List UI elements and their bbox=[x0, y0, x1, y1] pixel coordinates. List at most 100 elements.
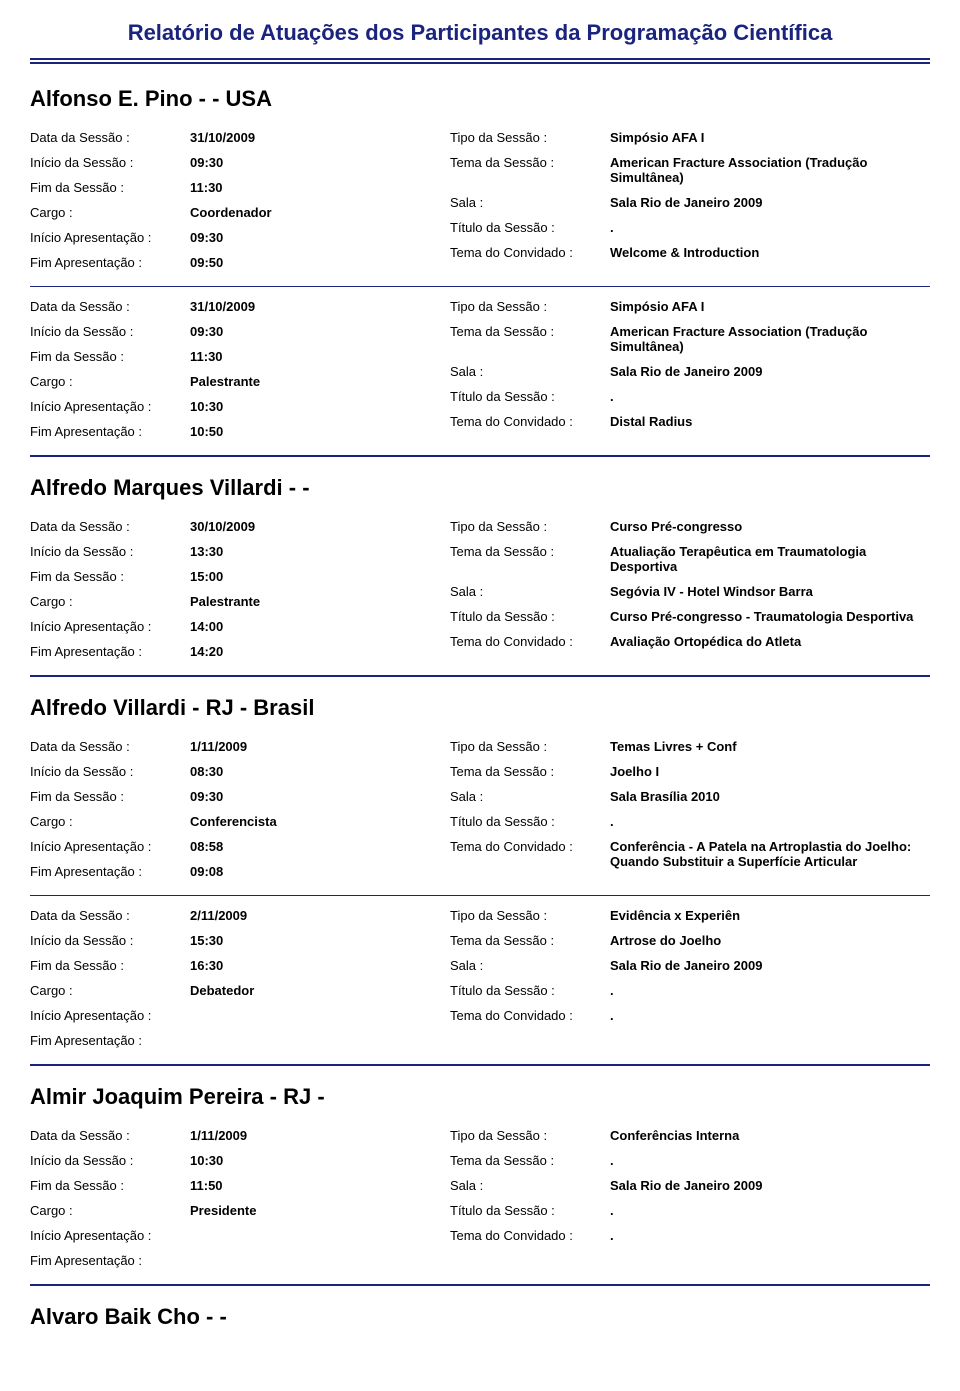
field-value: 30/10/2009 bbox=[190, 519, 430, 534]
field-value: 09:08 bbox=[190, 864, 430, 879]
field-value: 08:30 bbox=[190, 764, 430, 779]
field-value: Sala Rio de Janeiro 2009 bbox=[610, 195, 930, 210]
field-value: 09:30 bbox=[190, 230, 430, 245]
field-label: Início da Sessão : bbox=[30, 1153, 190, 1168]
session-separator bbox=[30, 895, 930, 896]
session-block: Data da Sessão :1/11/2009Início da Sessã… bbox=[30, 739, 930, 879]
field-label: Fim Apresentação : bbox=[30, 864, 190, 879]
participant-separator bbox=[30, 1064, 930, 1066]
session-separator bbox=[30, 286, 930, 287]
session-block: Data da Sessão :2/11/2009Início da Sessã… bbox=[30, 908, 930, 1048]
field-label: Fim Apresentação : bbox=[30, 644, 190, 659]
participant-name: Alvaro Baik Cho - - bbox=[30, 1304, 930, 1330]
session-block: Data da Sessão :1/11/2009Início da Sessã… bbox=[30, 1128, 930, 1268]
field-label: Cargo : bbox=[30, 205, 190, 220]
field-value: 13:30 bbox=[190, 544, 430, 559]
field-label: Data da Sessão : bbox=[30, 299, 190, 314]
field-value: Simpósio AFA I bbox=[610, 130, 930, 145]
field-label: Cargo : bbox=[30, 983, 190, 998]
field-label: Fim Apresentação : bbox=[30, 1033, 190, 1048]
field-label: Título da Sessão : bbox=[450, 220, 610, 235]
field-label: Fim da Sessão : bbox=[30, 789, 190, 804]
field-value: 09:30 bbox=[190, 324, 430, 339]
field-label: Tema do Convidado : bbox=[450, 1008, 610, 1023]
field-value: Atualiação Terapêutica em Traumatologia … bbox=[610, 544, 930, 574]
field-label: Tema da Sessão : bbox=[450, 764, 610, 779]
field-value: Distal Radius bbox=[610, 414, 930, 429]
field-value: Segóvia IV - Hotel Windsor Barra bbox=[610, 584, 930, 599]
field-label: Início Apresentação : bbox=[30, 619, 190, 634]
field-label: Sala : bbox=[450, 1178, 610, 1193]
field-label: Fim Apresentação : bbox=[30, 1253, 190, 1268]
field-value: Welcome & Introduction bbox=[610, 245, 930, 260]
field-label: Data da Sessão : bbox=[30, 739, 190, 754]
field-label: Cargo : bbox=[30, 814, 190, 829]
field-value bbox=[190, 1253, 430, 1268]
field-value: Sala Rio de Janeiro 2009 bbox=[610, 1178, 930, 1193]
field-value: Sala Rio de Janeiro 2009 bbox=[610, 958, 930, 973]
field-value: . bbox=[610, 1153, 930, 1168]
field-value: Sala Brasília 2010 bbox=[610, 789, 930, 804]
field-label: Tipo da Sessão : bbox=[450, 739, 610, 754]
field-value: 16:30 bbox=[190, 958, 430, 973]
field-value: Joelho I bbox=[610, 764, 930, 779]
field-label: Tema da Sessão : bbox=[450, 544, 610, 574]
field-value: 11:30 bbox=[190, 180, 430, 195]
field-value: Simpósio AFA I bbox=[610, 299, 930, 314]
field-value: Artrose do Joelho bbox=[610, 933, 930, 948]
field-label: Início da Sessão : bbox=[30, 324, 190, 339]
field-label: Tema do Convidado : bbox=[450, 245, 610, 260]
field-value: Presidente bbox=[190, 1203, 430, 1218]
field-value: Conferência - A Patela na Artroplastia d… bbox=[610, 839, 930, 869]
field-value: 10:30 bbox=[190, 1153, 430, 1168]
field-value: Avaliação Ortopédica do Atleta bbox=[610, 634, 930, 649]
participant-separator bbox=[30, 675, 930, 677]
field-value: 11:30 bbox=[190, 349, 430, 364]
field-value: 14:00 bbox=[190, 619, 430, 634]
field-value: Sala Rio de Janeiro 2009 bbox=[610, 364, 930, 379]
field-label: Tipo da Sessão : bbox=[450, 130, 610, 145]
field-value: Debatedor bbox=[190, 983, 430, 998]
field-label: Início da Sessão : bbox=[30, 544, 190, 559]
field-label: Data da Sessão : bbox=[30, 1128, 190, 1143]
field-label: Fim Apresentação : bbox=[30, 424, 190, 439]
field-label: Data da Sessão : bbox=[30, 908, 190, 923]
header-double-rule bbox=[30, 58, 930, 64]
field-label: Fim da Sessão : bbox=[30, 349, 190, 364]
field-value: Curso Pré-congresso bbox=[610, 519, 930, 534]
participant-separator bbox=[30, 1284, 930, 1286]
field-value: Curso Pré-congresso - Traumatologia Desp… bbox=[610, 609, 930, 624]
field-label: Sala : bbox=[450, 958, 610, 973]
field-value: 31/10/2009 bbox=[190, 130, 430, 145]
field-value: 08:58 bbox=[190, 839, 430, 854]
field-label: Sala : bbox=[450, 364, 610, 379]
field-value: 09:30 bbox=[190, 789, 430, 804]
field-label: Cargo : bbox=[30, 594, 190, 609]
field-label: Fim da Sessão : bbox=[30, 958, 190, 973]
field-label: Tema da Sessão : bbox=[450, 933, 610, 948]
participant-name: Almir Joaquim Pereira - RJ - bbox=[30, 1084, 930, 1110]
field-value: American Fracture Association (Tradução … bbox=[610, 324, 930, 354]
field-value: Palestrante bbox=[190, 374, 430, 389]
field-value: 2/11/2009 bbox=[190, 908, 430, 923]
field-label: Sala : bbox=[450, 584, 610, 599]
field-value: 11:50 bbox=[190, 1178, 430, 1193]
field-value: . bbox=[610, 389, 930, 404]
field-value: . bbox=[610, 1008, 930, 1023]
field-value: 1/11/2009 bbox=[190, 1128, 430, 1143]
field-value: 09:30 bbox=[190, 155, 430, 170]
field-label: Tema do Convidado : bbox=[450, 414, 610, 429]
field-label: Sala : bbox=[450, 195, 610, 210]
field-label: Cargo : bbox=[30, 1203, 190, 1218]
field-value: Conferências Interna bbox=[610, 1128, 930, 1143]
field-value: 1/11/2009 bbox=[190, 739, 430, 754]
field-label: Tipo da Sessão : bbox=[450, 519, 610, 534]
field-label: Fim Apresentação : bbox=[30, 255, 190, 270]
field-label: Título da Sessão : bbox=[450, 609, 610, 624]
field-value: 14:20 bbox=[190, 644, 430, 659]
field-label: Tema da Sessão : bbox=[450, 1153, 610, 1168]
field-label: Fim da Sessão : bbox=[30, 569, 190, 584]
field-value: 15:00 bbox=[190, 569, 430, 584]
field-label: Data da Sessão : bbox=[30, 519, 190, 534]
participant-name: Alfonso E. Pino - - USA bbox=[30, 86, 930, 112]
